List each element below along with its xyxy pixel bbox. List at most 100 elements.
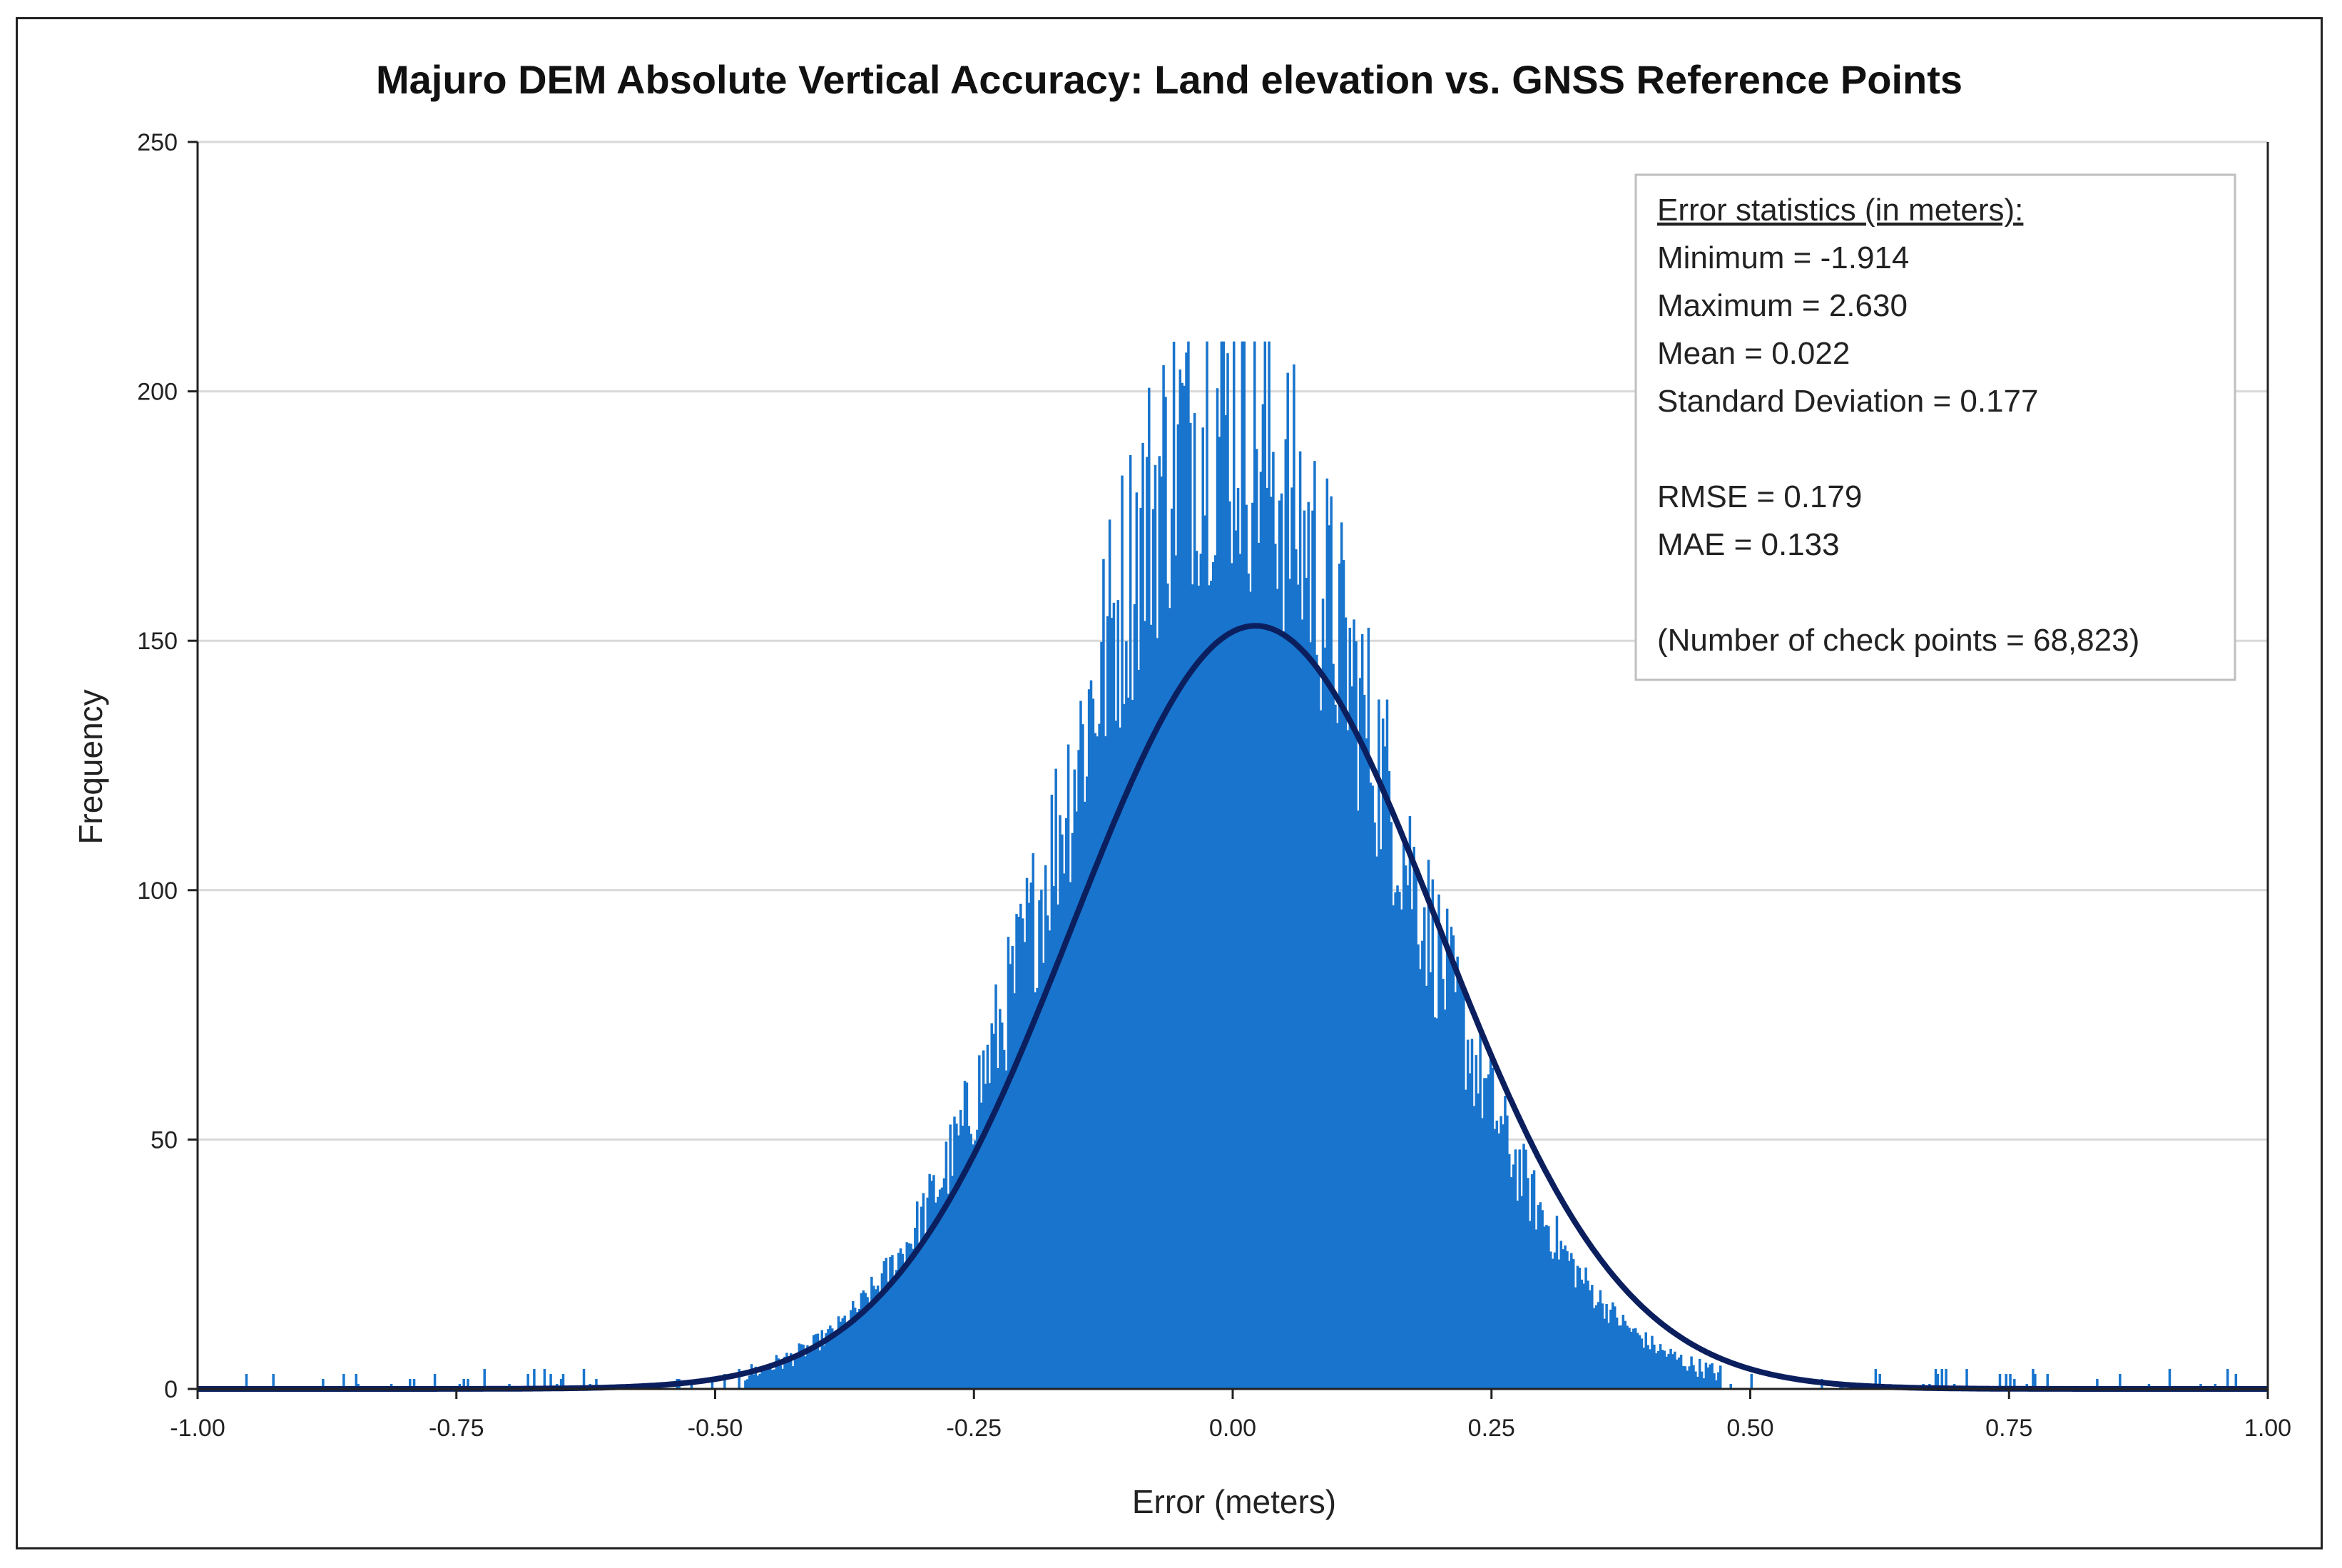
- histogram-bar: [1385, 699, 1389, 1389]
- histogram-bar: [885, 1258, 887, 1389]
- y-tick-label: 200: [137, 379, 178, 406]
- histogram-bar: [1208, 585, 1211, 1390]
- histogram-bar: [1553, 1252, 1557, 1389]
- histogram-bar: [1465, 1089, 1467, 1389]
- histogram-bar: [800, 1344, 803, 1389]
- histogram-bar: [810, 1346, 813, 1389]
- histogram-bar: [1396, 885, 1399, 1389]
- histogram-bar: [1495, 1120, 1499, 1389]
- histogram-bar: [926, 1197, 930, 1389]
- histogram-bar: [1431, 879, 1435, 1389]
- histogram-bar: [1365, 738, 1368, 1389]
- histogram-bar: [897, 1253, 900, 1389]
- histogram-bar: [1330, 496, 1333, 1389]
- histogram-bar: [1174, 555, 1178, 1390]
- histogram-bar: [1278, 500, 1281, 1389]
- histogram-bar: [355, 1374, 358, 1389]
- histogram-bar: [758, 1373, 761, 1389]
- histogram-bar: [895, 1270, 898, 1389]
- histogram-bar: [1717, 1372, 1720, 1389]
- histogram-bar: [2032, 1369, 2035, 1389]
- histogram-bar: [1621, 1315, 1625, 1389]
- histogram-bar: [802, 1344, 805, 1389]
- histogram-bar: [1589, 1290, 1592, 1389]
- histogram-bar: [932, 1175, 935, 1389]
- histogram-bar: [1706, 1367, 1710, 1389]
- histogram-bar: [1027, 902, 1031, 1389]
- histogram-bar: [1576, 1266, 1579, 1389]
- histogram-bar: [2009, 1374, 2012, 1389]
- histogram-bar: [1557, 1259, 1561, 1389]
- histogram-bar: [1069, 882, 1072, 1389]
- histogram-bar: [1715, 1380, 1718, 1389]
- histogram-bar: [1211, 561, 1215, 1390]
- histogram-bar: [1626, 1325, 1629, 1389]
- histogram-bar: [1357, 810, 1360, 1389]
- histogram-bar: [1340, 522, 1343, 1389]
- histogram-bar: [839, 1321, 842, 1389]
- histogram-bar: [1514, 1149, 1517, 1389]
- histogram-bar: [1228, 501, 1231, 1389]
- histogram-bar: [1123, 703, 1126, 1389]
- histogram-bar: [1032, 853, 1035, 1389]
- histogram-bars: [245, 341, 2238, 1390]
- histogram-bar: [412, 1379, 416, 1389]
- histogram-bar: [1084, 801, 1086, 1389]
- histogram-bar: [978, 1055, 981, 1389]
- histogram-bar: [1566, 1251, 1569, 1389]
- histogram-bar: [1688, 1366, 1691, 1389]
- histogram-bar: [864, 1293, 867, 1389]
- histogram-bar: [880, 1273, 884, 1389]
- histogram-bar: [1527, 1178, 1529, 1389]
- histogram-bar: [862, 1290, 865, 1389]
- histogram-bar: [917, 1248, 921, 1389]
- histogram-bar: [1183, 385, 1186, 1390]
- histogram-bar: [1634, 1328, 1637, 1389]
- histogram-bar: [409, 1379, 412, 1389]
- histogram-bar: [1681, 1365, 1685, 1389]
- histogram-bar: [1296, 584, 1300, 1390]
- histogram-bar: [1442, 979, 1445, 1389]
- histogram-bar: [785, 1353, 788, 1389]
- histogram-bar: [793, 1359, 797, 1389]
- x-tick-label: -1.00: [170, 1415, 225, 1442]
- histogram-bar: [831, 1328, 834, 1389]
- histogram-bar: [914, 1228, 917, 1389]
- histogram-bar: [754, 1366, 758, 1389]
- histogram-bar: [1709, 1364, 1711, 1389]
- histogram-bar: [1216, 388, 1219, 1389]
- histogram-bar: [1305, 577, 1308, 1390]
- histogram-bar: [990, 1023, 993, 1389]
- histogram-bar: [2046, 1374, 2049, 1389]
- histogram-bar: [1429, 972, 1432, 1389]
- histogram-bar: [1679, 1355, 1683, 1389]
- histogram-bar: [1422, 907, 1426, 1389]
- histogram-bar: [1555, 1216, 1559, 1389]
- histogram-bar: [1472, 1106, 1476, 1389]
- histogram-bar: [775, 1355, 778, 1389]
- histogram-bar: [1696, 1376, 1699, 1389]
- histogram-bar: [887, 1281, 890, 1389]
- histogram-bar: [1415, 865, 1417, 1389]
- histogram-bar: [1661, 1350, 1664, 1389]
- histogram-bar: [835, 1333, 838, 1389]
- histogram-bar: [930, 1181, 933, 1389]
- histogram-bar: [910, 1243, 912, 1389]
- histogram-bar: [1406, 885, 1410, 1389]
- histogram-bar: [920, 1206, 923, 1389]
- histogram-bar: [1334, 704, 1337, 1389]
- histogram-bar: [829, 1325, 832, 1389]
- histogram-bar: [870, 1276, 873, 1389]
- histogram-bar: [750, 1364, 753, 1389]
- histogram-bar: [1313, 461, 1316, 1390]
- histogram-bar: [928, 1174, 931, 1389]
- histogram-bar: [1284, 439, 1288, 1389]
- histogram-bar: [814, 1334, 818, 1389]
- histogram-bar: [924, 1235, 927, 1389]
- histogram-bar: [1437, 894, 1440, 1389]
- histogram-bar: [1649, 1349, 1651, 1389]
- histogram-bar: [768, 1368, 772, 1389]
- histogram-bar: [1061, 834, 1064, 1389]
- histogram-bar: [982, 1050, 985, 1389]
- histogram-bar: [1371, 785, 1374, 1389]
